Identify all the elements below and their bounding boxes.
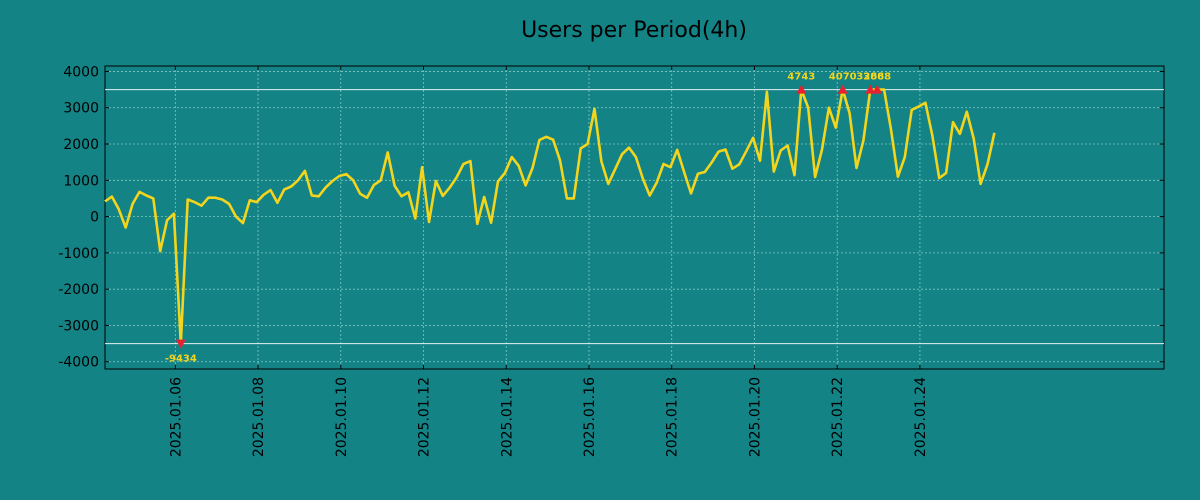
y-tick-label: 4000 — [63, 64, 99, 80]
threshold-lines — [105, 89, 1164, 345]
y-tick-label: -1000 — [58, 246, 99, 262]
anomaly-label: 3668 — [863, 72, 891, 83]
x-tick-label: 2025.01.10 — [334, 377, 350, 457]
x-tick-label: 2025.01.06 — [168, 377, 184, 457]
anomaly-label: 3288 — [856, 72, 884, 83]
x-tick-label: 2025.01.16 — [582, 377, 598, 457]
users-series-line — [104, 88, 996, 345]
anomaly-marker — [796, 84, 807, 94]
anomaly-marker — [872, 84, 883, 94]
anomaly-marker — [837, 84, 848, 94]
plot-area — [104, 65, 1165, 370]
x-tick-label: 2025.01.14 — [499, 377, 515, 457]
grid-lines — [105, 66, 1164, 369]
y-tick-label: 2000 — [63, 137, 99, 153]
anomaly-label: 4070 — [829, 72, 857, 83]
y-tick-label: 3000 — [63, 101, 99, 117]
x-tick-label: 2025.01.18 — [665, 377, 681, 457]
chart-title: Users per Period(4h) — [521, 18, 747, 43]
x-tick-label: 2025.01.24 — [913, 377, 929, 457]
series-layer — [104, 88, 996, 345]
x-tick-label: 2025.01.08 — [251, 377, 267, 457]
x-tick-label: 2025.01.12 — [417, 377, 433, 457]
y-tick-label: -2000 — [58, 282, 99, 298]
y-tick-label: -3000 — [58, 318, 99, 334]
y-axis: 4000 3000 2000 1000 0 -1000 -2000 -3000 -4000 — [58, 64, 1164, 371]
y-tick-label: 0 — [90, 210, 99, 226]
anomaly-label: -9434 — [165, 354, 197, 365]
x-tick-label: 2025.01.22 — [830, 377, 846, 457]
x-tick-label: 2025.01.20 — [747, 377, 763, 457]
anomaly-marker — [865, 84, 876, 94]
anomaly-marker — [175, 339, 186, 349]
x-axis: 2025.01.06 2025.01.08 2025.01.10 2025.01.12… — [168, 66, 929, 457]
y-tick-label: 1000 — [63, 173, 99, 189]
y-tick-label: -4000 — [58, 355, 99, 371]
anomaly-label: 4743 — [787, 72, 815, 83]
